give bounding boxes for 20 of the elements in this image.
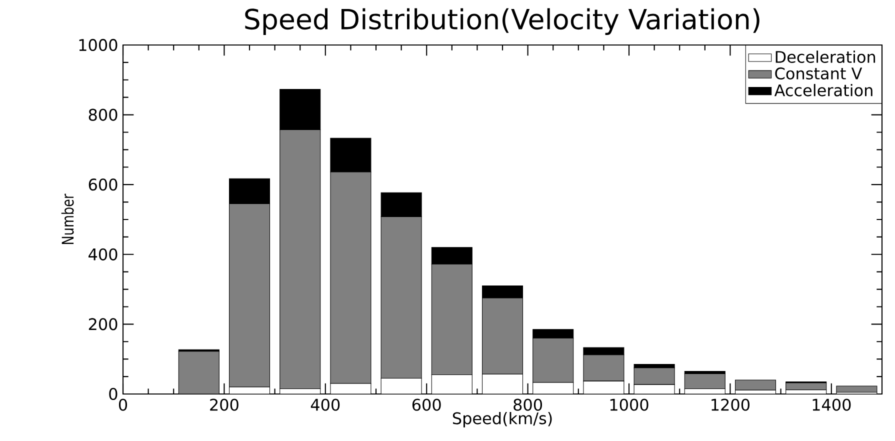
x-tick-label: 1400 [812, 398, 851, 411]
y-tick-label: 400 [88, 248, 118, 260]
y-tick-label: 1000 [79, 38, 118, 52]
y-tick-label: 800 [88, 108, 118, 121]
legend-label: Acceleration [774, 84, 872, 96]
x-tick-label: 400 [310, 398, 340, 411]
legend-label: Constant V [775, 67, 862, 80]
x-tick-label: 1000 [610, 398, 648, 411]
y-tick-label: 0 [109, 388, 118, 400]
x-tick-label: 800 [514, 398, 542, 411]
x-axis-title: Speed(km/s) [452, 412, 552, 428]
x-tick-label: 0 [118, 398, 128, 411]
legend-label: Deceleration [776, 50, 876, 63]
x-tick-label: 600 [412, 398, 441, 411]
x-tick-label: 1200 [712, 398, 750, 411]
x-tick-label: 200 [210, 398, 238, 411]
y-tick-label: 600 [88, 178, 118, 191]
y-axis-title: Number [61, 194, 74, 244]
chart-title: Speed Distribution(Velocity Variation) [245, 8, 760, 35]
y-tick-label: 200 [88, 318, 118, 330]
